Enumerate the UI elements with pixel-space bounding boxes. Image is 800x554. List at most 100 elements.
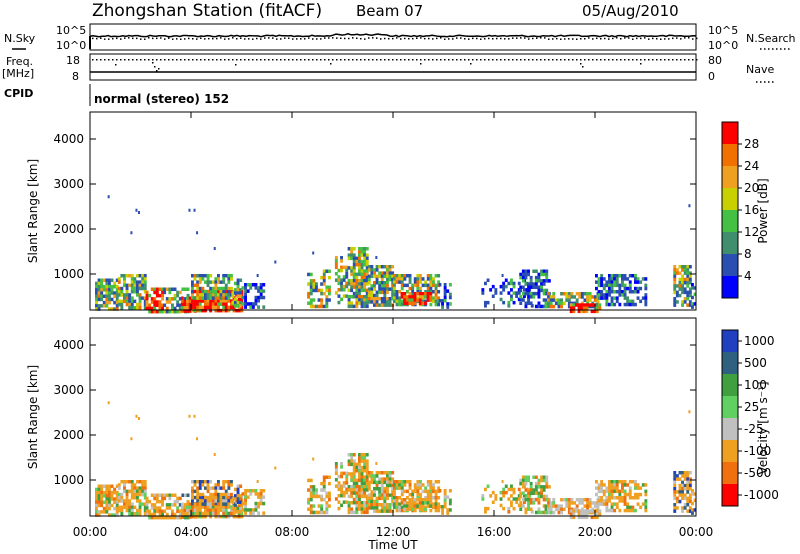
- velocity-cell: [580, 512, 584, 516]
- power-cell: [380, 281, 384, 285]
- nave-dot: [154, 66, 156, 68]
- velocity-cell: [128, 508, 132, 513]
- velocity-cell: [540, 485, 543, 489]
- velocity-cell: [393, 502, 396, 506]
- power-cell: [678, 293, 682, 298]
- velocity-cell: [644, 499, 648, 503]
- velocity-cell: [610, 502, 614, 506]
- power-cell: [173, 306, 177, 311]
- power-cell: [138, 283, 142, 288]
- power-cell: [540, 288, 543, 293]
- power-cell: [180, 309, 184, 313]
- power-cell: [168, 297, 172, 301]
- power-cell: [570, 292, 574, 296]
- velocity-cell: [494, 497, 498, 501]
- nsearch-dot: [544, 37, 546, 39]
- velocity-cell: [373, 506, 376, 510]
- nsearch-dot: [168, 37, 170, 39]
- velocity-cell: [567, 510, 571, 515]
- power-cell: [615, 283, 619, 288]
- velocity-cell: [405, 507, 409, 512]
- power-cell: [155, 303, 159, 307]
- power-cell: [521, 269, 525, 273]
- velocity-cell: [211, 508, 215, 512]
- velocity-cell: [133, 492, 137, 497]
- power-cell: [262, 295, 266, 300]
- velocity-cell: [586, 504, 589, 508]
- power-cell: [631, 274, 635, 278]
- power-cell: [100, 291, 104, 295]
- velocity-cell: [136, 496, 139, 500]
- velocity-cell: [600, 480, 604, 484]
- power-cell: [201, 277, 205, 281]
- velocity-cell: [312, 485, 316, 489]
- nsearch-dot: [476, 37, 478, 40]
- velocity-cell: [360, 453, 364, 457]
- power-cell: [206, 305, 210, 310]
- velocity-cell: [211, 486, 215, 490]
- power-cell: [236, 288, 240, 292]
- velocity-cell: [378, 477, 382, 481]
- power-cell: [352, 285, 356, 289]
- power-cell: [130, 283, 134, 288]
- power-cell: [178, 309, 182, 314]
- power-cell: [383, 271, 387, 275]
- velocity-cell: [234, 487, 237, 492]
- power-cell: [227, 277, 231, 281]
- velocity-cell: [678, 477, 682, 481]
- power-cell: [675, 268, 679, 272]
- velocity-cell: [424, 489, 428, 494]
- velocity-cell: [108, 500, 111, 504]
- power-cell: [400, 295, 404, 299]
- velocity-cell: [204, 505, 207, 509]
- velocity-cell: [549, 504, 553, 508]
- power-cell: [502, 284, 506, 289]
- power-cell: [383, 274, 387, 279]
- velocity-cell: [363, 469, 367, 473]
- power-cell: [350, 285, 354, 289]
- velocity-cell: [502, 506, 506, 511]
- velocity-cell: [328, 475, 331, 479]
- power-cell: [524, 269, 528, 273]
- nsearch-dot: [340, 37, 342, 40]
- power-cell: [125, 302, 129, 307]
- power-cell: [623, 293, 627, 297]
- power-cell: [408, 274, 412, 278]
- velocity-cell: [188, 512, 192, 516]
- velocity-cell: [360, 494, 364, 499]
- velocity-cell: [383, 509, 387, 513]
- power-cell: [554, 298, 558, 302]
- velocity-cell: [130, 486, 134, 490]
- velocity-cell: [227, 486, 231, 490]
- power-cell: [527, 288, 530, 293]
- velocity-cell: [360, 459, 364, 463]
- power-cell: [375, 300, 379, 304]
- nave-dot: [392, 59, 394, 61]
- velocity-cell: [628, 496, 632, 500]
- velocity-cell: [186, 493, 190, 497]
- velocity-cell: [334, 471, 338, 476]
- power-cell: [380, 271, 384, 275]
- power-cell: [673, 274, 677, 279]
- colorbar-swatch: [722, 440, 738, 463]
- nave-dot: [96, 59, 98, 61]
- power-cell: [675, 293, 679, 298]
- power-cell: [125, 283, 129, 288]
- velocity-cell: [168, 515, 172, 520]
- power-cell: [507, 291, 511, 295]
- velocity-cell: [191, 512, 195, 516]
- power-cell: [355, 301, 359, 305]
- velocity-cell: [214, 492, 218, 497]
- power-cell: [378, 281, 382, 285]
- power-cell: [634, 286, 637, 291]
- velocity-cell: [618, 480, 622, 484]
- colorbar-swatch: [722, 188, 738, 211]
- velocity-cell: [429, 489, 433, 494]
- power-cell: [691, 286, 694, 290]
- power-cell: [542, 269, 546, 273]
- y-tick-label: 4000: [53, 132, 84, 146]
- power-cell: [136, 280, 139, 284]
- velocity-cell: [360, 504, 364, 508]
- power-cell: [432, 277, 435, 281]
- power-cell: [358, 288, 361, 293]
